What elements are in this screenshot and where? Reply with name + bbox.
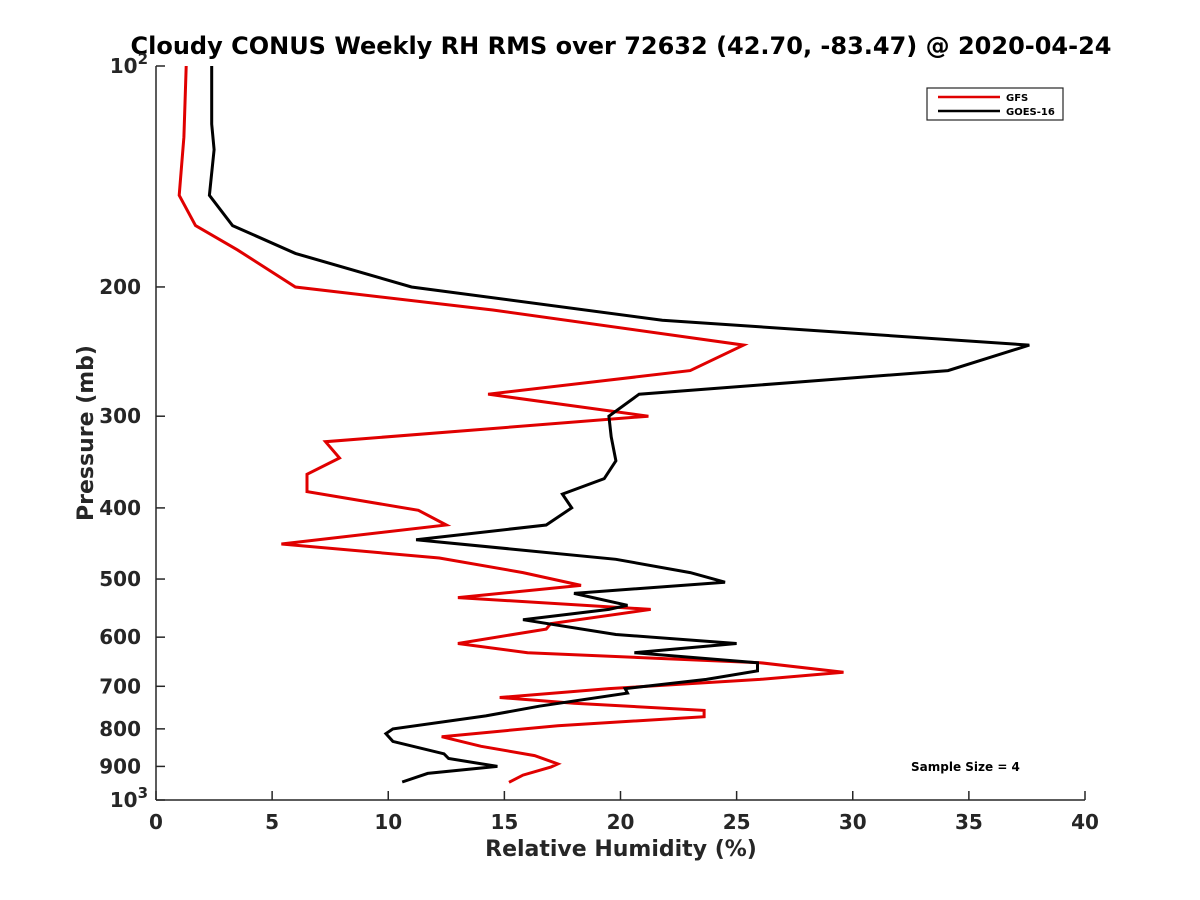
legend-box — [926, 87, 1064, 121]
y-tick-label: 400 — [99, 496, 141, 520]
y-tick-label: 103 — [110, 784, 148, 812]
y-tick-label: 200 — [99, 275, 141, 299]
y-tick-label: 900 — [99, 754, 141, 778]
y-tick-label: 600 — [99, 625, 141, 649]
plot-area: 0 5 10 15 20 25 30 35 40 102 200 300 400 500 600 700 80… — [99, 50, 1099, 834]
x-tick-label: 35 — [955, 810, 983, 834]
y-tick-label: 102 — [110, 50, 148, 78]
x-axis-label: Relative Humidity (%) — [485, 837, 757, 862]
series-line-goes16 — [207, 66, 1030, 784]
y-tick-label: 500 — [99, 567, 141, 591]
x-tick-label: 10 — [374, 810, 402, 834]
legend-label-goes16: GOES-16 — [1006, 107, 1055, 118]
chart-title: Cloudy CONUS Weekly RH RMS over 72632 (4… — [131, 32, 1112, 60]
legend-label-gfs: GFS — [1006, 93, 1028, 104]
x-tick-label: 25 — [723, 810, 751, 834]
x-tick-label: 15 — [490, 810, 518, 834]
sample-size-annotation: Sample Size = 4 — [911, 760, 1020, 774]
y-axis-label: Pressure (mb) — [74, 345, 99, 521]
y-axis-ticks: 102 200 300 400 500 600 700 800 900 103 — [99, 50, 165, 812]
y-tick-label: 800 — [99, 717, 141, 741]
legend: GFS GOES-16 — [926, 87, 1064, 121]
x-tick-label: 5 — [265, 810, 279, 834]
x-tick-label: 40 — [1071, 810, 1099, 834]
y-tick-label: 700 — [99, 674, 141, 698]
axes-background — [156, 66, 1085, 800]
series-layer — [177, 65, 1030, 784]
series-line-gfs — [177, 65, 844, 784]
x-tick-label: 30 — [839, 810, 867, 834]
x-tick-label: 0 — [149, 810, 163, 834]
x-tick-label: 20 — [607, 810, 635, 834]
y-tick-label: 300 — [99, 404, 141, 428]
x-axis-ticks: 0 5 10 15 20 25 30 35 40 — [149, 791, 1099, 834]
